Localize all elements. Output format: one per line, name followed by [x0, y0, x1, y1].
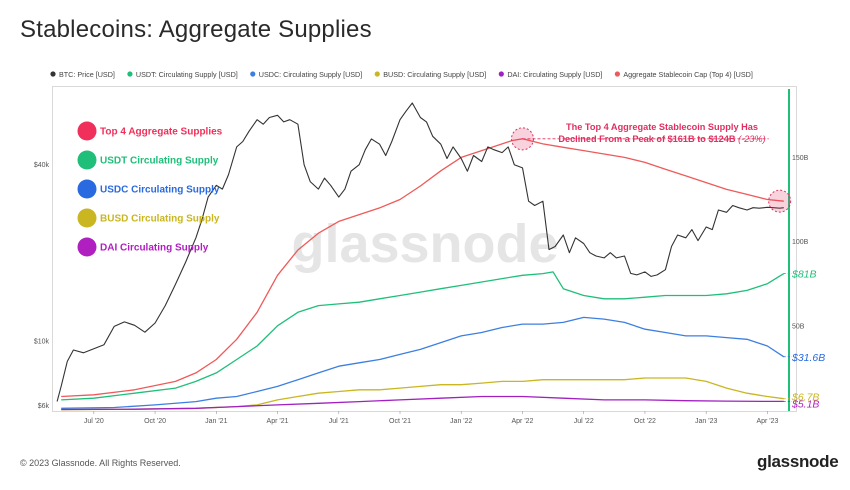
end-label-3: $5.1B [791, 398, 819, 410]
side-legend-dot-4 [77, 237, 97, 257]
side-legend-label-1: USDT Circulating Supply [100, 156, 219, 167]
series-line-3 [61, 377, 784, 411]
legend-top-label-1: USDT: Circulating Supply [USD] [136, 70, 238, 79]
x-tick-label-4: Jul '21 [329, 418, 349, 425]
annotation-line1: The Top 4 Aggregate Stablecoin Supply Ha… [566, 122, 758, 132]
legend-top-marker-1 [127, 71, 133, 77]
legend-top-marker-5 [614, 71, 620, 77]
side-legend-label-0: Top 4 Aggregate Supplies [100, 127, 223, 138]
end-label-2: $6.7B [791, 392, 819, 404]
y-left-tick-label-0: $6k [38, 403, 50, 410]
legend-top-label-5: Aggregate Stablecoin Cap (Top 4) [USD] [623, 70, 752, 79]
annotation-line2-text: Declined From a Peak of $161B to $124B [558, 134, 738, 144]
series-line-0 [61, 138, 784, 398]
annotation-line2-pct: (-23%) [738, 134, 766, 144]
legend-top-marker-2 [250, 71, 256, 77]
end-label-0: $81B [791, 269, 817, 281]
x-tick-label-10: Jan '23 [695, 418, 717, 425]
legend-top-marker-0 [50, 71, 56, 77]
legend-top-label-3: BUSD: Circulating Supply [USD] [383, 70, 486, 79]
legend-top-label-4: DAI: Circulating Supply [USD] [507, 70, 602, 79]
x-tick-label-0: Jul '20 [84, 418, 104, 425]
x-tick-label-3: Apr '21 [267, 418, 289, 425]
series-line-2 [61, 316, 785, 409]
side-legend-dot-1 [77, 150, 97, 170]
side-legend-dot-0 [77, 121, 97, 141]
brand-logo: glassnode [757, 452, 839, 471]
legend-top-label-2: USDC: Circulating Supply [USD] [259, 70, 362, 79]
annotation-line2: Declined From a Peak of $161B to $124B (… [558, 134, 765, 144]
x-tick-label-11: Apr '23 [756, 418, 778, 425]
footer-copyright: © 2023 Glassnode. All Rights Reserved. [20, 458, 181, 468]
side-legend-dot-3 [77, 208, 97, 228]
x-tick-label-6: Jan '22 [450, 418, 472, 425]
series-line-5 [56, 102, 784, 402]
y-right-tick-label-2: 150B [792, 155, 809, 162]
annotation-current-circle [768, 189, 792, 213]
x-tick-label-8: Jul '22 [574, 418, 594, 425]
side-legend-label-3: BUSD Circulating Supply [100, 214, 220, 225]
series-line-4 [61, 395, 784, 411]
side-legend-label-2: USDC Circulating Supply [100, 185, 220, 196]
y-right-tick-label-0: 50B [792, 323, 805, 330]
legend-top-label-0: BTC: Price [USD] [59, 70, 115, 79]
page-title: Stablecoins: Aggregate Supplies [20, 16, 372, 43]
legend-top-marker-4 [498, 71, 504, 77]
x-tick-label-2: Jan '21 [205, 418, 227, 425]
y-left-tick-label-1: $10k [34, 338, 50, 345]
watermark-text: glassnode [291, 214, 558, 274]
x-tick-label-5: Oct '21 [389, 418, 411, 425]
x-tick-label-1: Oct '20 [144, 418, 166, 425]
x-tick-label-7: Apr '22 [511, 418, 533, 425]
y-right-tick-label-1: 100B [792, 239, 809, 246]
y-left-tick-label-2: $40k [34, 162, 50, 169]
legend-top-marker-3 [374, 71, 380, 77]
end-label-1: $31.6B [791, 352, 825, 364]
x-tick-label-9: Oct '22 [634, 418, 656, 425]
side-legend-label-4: DAI Circulating Supply [100, 243, 209, 254]
side-legend-dot-2 [77, 179, 97, 199]
chart-frame [52, 86, 797, 412]
series-line-1 [61, 271, 785, 401]
